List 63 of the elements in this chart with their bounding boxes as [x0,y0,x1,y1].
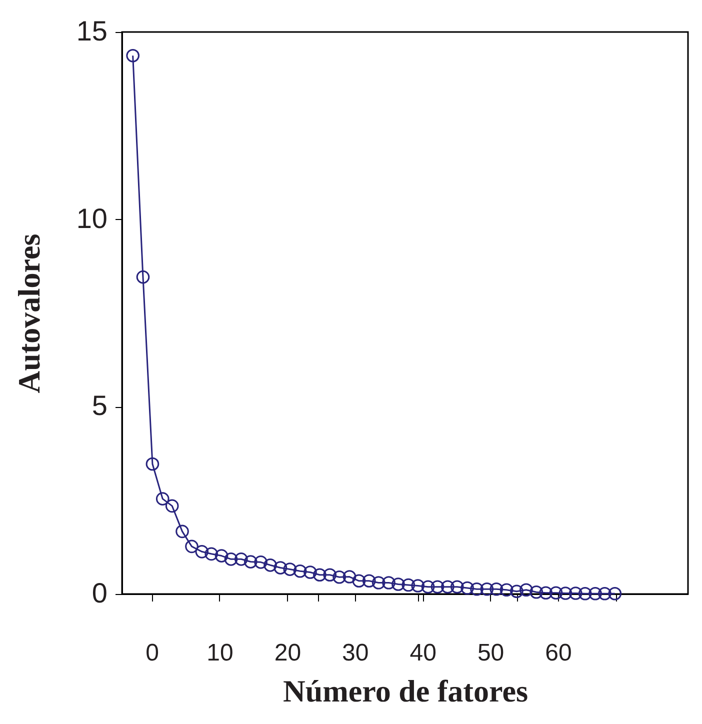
point [126,48,140,62]
point [244,555,258,568]
point [254,556,268,569]
point [156,492,170,506]
y-tick-label: 15 [76,16,108,46]
y-axis-title: Autovalores [11,234,46,394]
point [204,547,218,561]
x-tick-label: 40 [410,640,436,666]
point [176,524,189,538]
point [195,545,209,558]
point [293,564,307,578]
point [558,586,572,600]
x-tick-label: 30 [342,640,369,666]
point [411,579,425,592]
point [510,584,524,598]
point [224,552,238,566]
point [440,580,454,594]
point [264,558,277,572]
x-tick-label: 60 [545,640,572,666]
point [530,585,544,599]
point [313,568,326,582]
x-tick-label: 0 [146,640,159,666]
point [165,499,179,513]
point [568,586,582,600]
x-tick-label: 20 [274,640,302,666]
point [430,580,444,594]
point [480,582,494,596]
point [234,552,248,566]
point [500,583,514,597]
y-tick-label: 5 [92,390,108,422]
x-axis-title: Número de fatores [282,674,528,708]
point [470,582,484,596]
x-tick-label: 50 [477,640,504,666]
point [608,586,622,600]
point [520,583,533,597]
point [382,576,396,590]
point [421,580,435,594]
point [323,568,337,582]
point [372,576,386,590]
point [402,578,416,592]
x-tick-label: 10 [206,640,234,666]
y-tick-label: 10 [76,202,108,234]
point [146,457,160,471]
point [362,574,376,588]
point [342,570,356,584]
point [490,582,504,596]
y-tick-label: 0 [92,578,108,608]
point [332,570,346,584]
point [549,586,563,600]
point [578,586,592,600]
point [136,270,150,284]
point [185,540,198,554]
point [588,586,602,600]
point [392,578,405,591]
point [450,580,464,594]
point [283,562,297,576]
point [352,574,366,588]
point [539,586,552,600]
point [460,581,474,595]
point [598,586,612,600]
point [214,549,228,562]
point [274,561,288,574]
point [304,566,317,579]
